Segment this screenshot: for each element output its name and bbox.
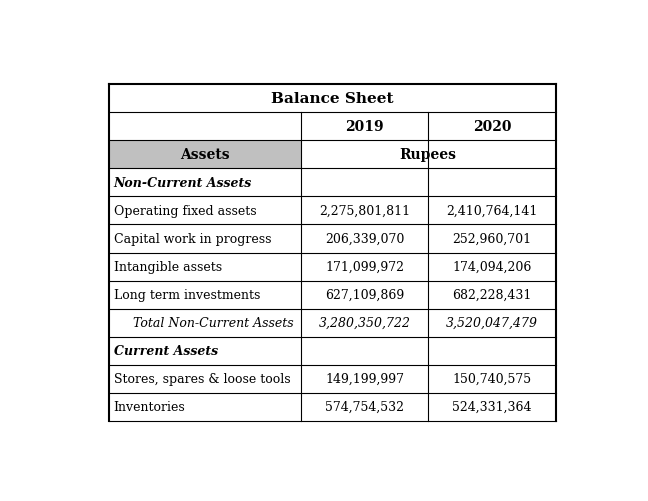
Bar — [109, 337, 555, 365]
Text: 574,754,532: 574,754,532 — [325, 400, 404, 413]
Text: Inventories: Inventories — [113, 400, 185, 413]
Text: 682,228,431: 682,228,431 — [452, 289, 531, 302]
Bar — [109, 113, 555, 141]
Bar — [109, 393, 555, 421]
Text: 171,099,972: 171,099,972 — [325, 261, 404, 274]
Text: Current Assets: Current Assets — [113, 344, 218, 357]
Text: Intangible assets: Intangible assets — [113, 261, 222, 274]
Text: Long term investments: Long term investments — [113, 289, 260, 302]
Bar — [109, 365, 555, 393]
Bar — [109, 169, 555, 197]
Bar — [109, 281, 555, 309]
Text: 3,280,350,722: 3,280,350,722 — [319, 317, 410, 330]
Text: 206,339,070: 206,339,070 — [325, 232, 404, 245]
Text: Capital work in progress: Capital work in progress — [113, 232, 271, 245]
Text: Total Non-Current Assets: Total Non-Current Assets — [121, 317, 294, 330]
Bar — [109, 253, 555, 281]
Text: 149,199,997: 149,199,997 — [325, 372, 404, 385]
Text: Assets: Assets — [180, 148, 229, 162]
Text: 3,520,047,479: 3,520,047,479 — [446, 317, 538, 330]
Text: 2020: 2020 — [472, 120, 511, 134]
Text: Balance Sheet: Balance Sheet — [271, 92, 393, 106]
Text: Stores, spares & loose tools: Stores, spares & loose tools — [113, 372, 290, 385]
Bar — [301, 141, 555, 169]
Text: 150,740,575: 150,740,575 — [452, 372, 531, 385]
Text: Operating fixed assets: Operating fixed assets — [113, 204, 256, 217]
Text: Non-Current Assets: Non-Current Assets — [113, 176, 252, 189]
Text: 2019: 2019 — [345, 120, 384, 134]
Text: 627,109,869: 627,109,869 — [325, 289, 404, 302]
Bar — [109, 309, 555, 337]
Bar — [109, 85, 555, 113]
Text: 524,331,364: 524,331,364 — [452, 400, 531, 413]
Text: 2,410,764,141: 2,410,764,141 — [446, 204, 538, 217]
Bar — [109, 141, 301, 169]
Text: Rupees: Rupees — [400, 148, 457, 162]
Bar — [109, 197, 555, 225]
Text: 174,094,206: 174,094,206 — [452, 261, 531, 274]
Bar — [109, 225, 555, 253]
Text: 252,960,701: 252,960,701 — [452, 232, 531, 245]
Text: 2,275,801,811: 2,275,801,811 — [319, 204, 410, 217]
